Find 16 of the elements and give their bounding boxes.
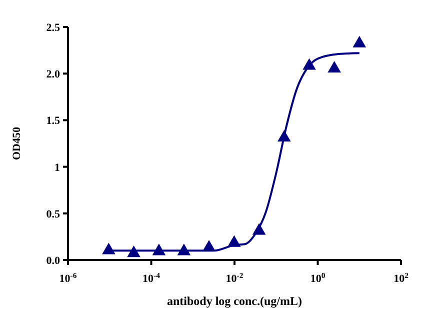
y-tick-label: 0.5	[46, 208, 60, 220]
x-tick-label: 10$^{2}$	[394, 270, 409, 285]
x-axis-title: antibody log conc.(ug/mL)	[166, 294, 302, 308]
y-tick-label: 0.0	[46, 255, 60, 267]
y-tick-label: 2.0	[46, 68, 60, 81]
point	[352, 36, 366, 48]
y-tick-label: 1.5	[46, 115, 60, 128]
x-tick-label: 10$^{-6}$	[59, 270, 77, 285]
x-tick-label: 10$^{-2}$	[226, 270, 244, 285]
point	[328, 61, 341, 73]
y-axis-title: OD450	[11, 126, 23, 160]
y-tick-label: 2.5	[46, 22, 60, 34]
point	[102, 242, 116, 254]
x-tick-label: 10$^{-4}$	[142, 270, 160, 285]
y-tick-label: 1	[54, 162, 60, 174]
x-tick-label: 10$^{0}$	[310, 270, 326, 285]
